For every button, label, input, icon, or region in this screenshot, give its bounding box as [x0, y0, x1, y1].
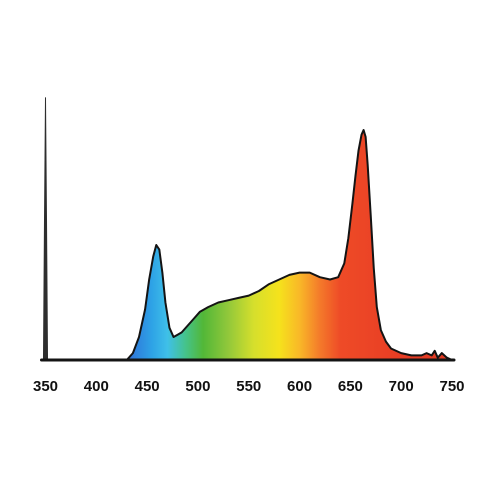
uv-spike-series	[42, 97, 49, 361]
x-tick-label: 700	[389, 378, 414, 395]
x-tick-label: 400	[84, 378, 109, 395]
x-tick-label: 600	[287, 378, 312, 395]
x-axis: 350 400 450 500 550 600 650 700 750	[33, 358, 465, 395]
x-tick-label: 750	[439, 378, 464, 395]
plot-area	[42, 97, 453, 361]
spectrum-series-area	[44, 129, 453, 361]
x-tick-label: 500	[185, 378, 210, 395]
x-tick-label: 550	[236, 378, 261, 395]
x-tick-label: 650	[338, 378, 363, 395]
x-tick-label: 450	[135, 378, 160, 395]
x-tick-label: 350	[33, 378, 58, 395]
